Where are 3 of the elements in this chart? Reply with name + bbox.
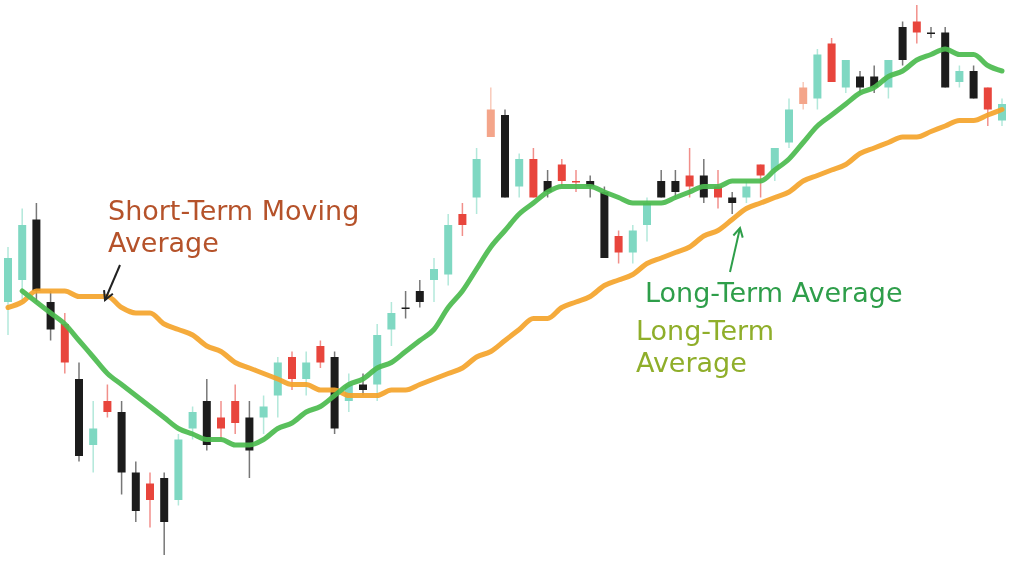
annotation: Long-Term Average (636, 315, 775, 379)
annotation: Short-Term Moving Average (108, 195, 360, 259)
annotation: Long-Term Average (645, 277, 903, 308)
